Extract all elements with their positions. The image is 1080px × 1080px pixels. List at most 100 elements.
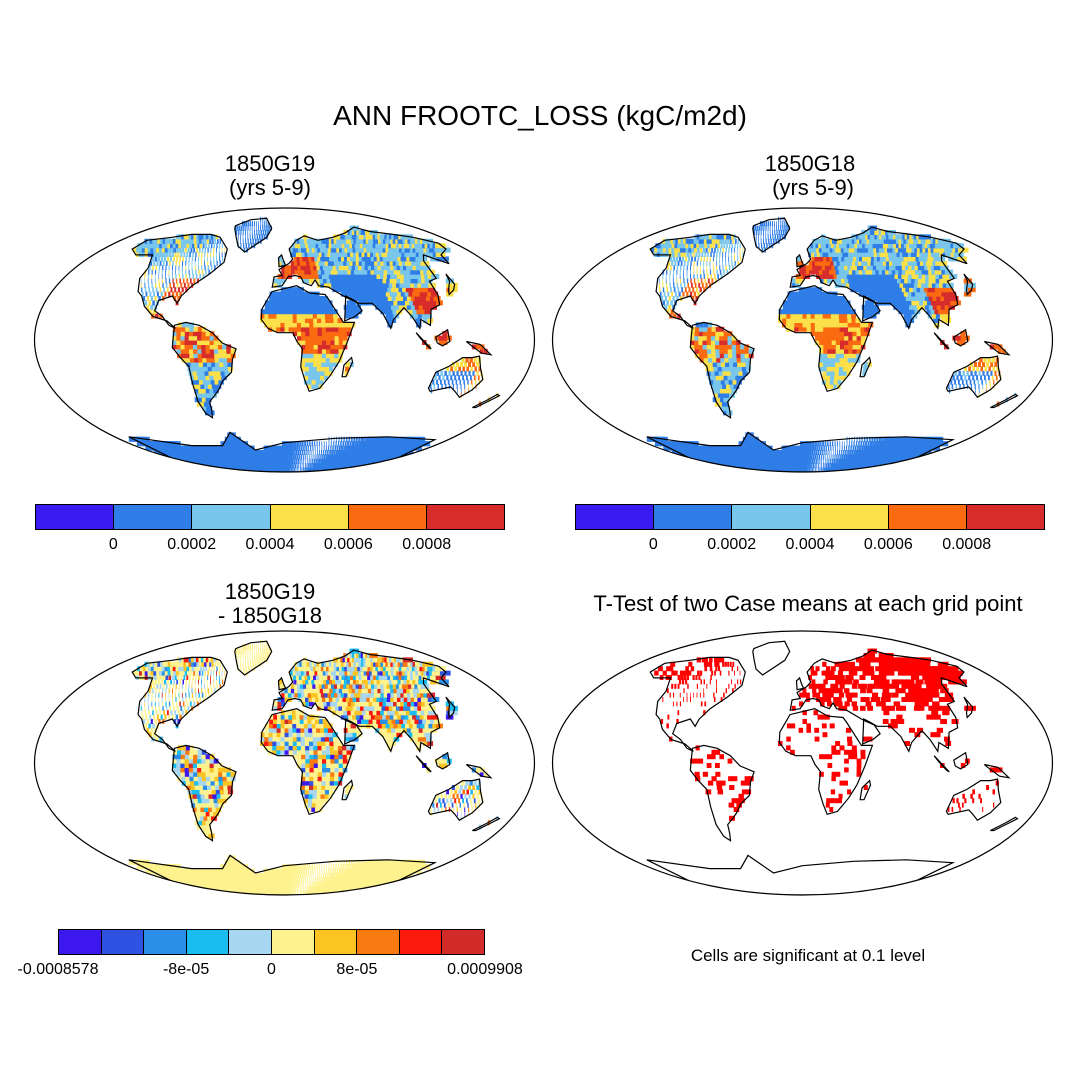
grid-cell [256,225,257,231]
grid-cell [804,450,808,455]
grid-cell [216,243,218,249]
grid-cell [729,384,736,389]
grid-cell [383,296,391,301]
grid-cell [715,348,721,354]
grid-cell [375,445,381,451]
grid-cell [849,282,855,288]
grid-cell [260,313,265,319]
grid-cell [332,458,336,464]
grid-cell [377,300,384,306]
grid-cell [792,454,796,460]
grid-cell [180,282,183,288]
grid-cell [947,384,950,389]
grid-cell [294,265,299,271]
grid-cell [355,467,363,472]
grid-cell [677,260,680,266]
grid-cell [172,265,173,271]
grid-cell [280,287,286,293]
grid-cell [802,287,807,293]
grid-cell [895,463,904,469]
grid-cell [718,384,725,389]
grid-cell [714,370,721,376]
grid-cell [344,441,347,447]
map-panel-1850g18 [551,207,1054,473]
grid-cell [191,243,195,249]
grid-cell [455,362,459,367]
grid-cell [363,291,370,297]
grid-cell [191,265,193,271]
grid-cell [185,353,191,359]
grid-cell [388,309,395,315]
grid-cell [800,441,804,447]
grid-cell [686,274,688,279]
grid-cell [455,379,458,385]
grid-cell [716,260,717,266]
grid-cell [824,260,829,266]
grid-cell [306,247,311,253]
grid-cell [698,344,704,350]
grid-cell [701,252,704,257]
grid-cell [826,375,831,381]
grid-cell [863,274,870,279]
grid-cell [355,304,361,310]
grid-cell [923,436,928,442]
grid-cell [672,238,678,244]
grid-cell [866,265,873,271]
grid-cell [148,265,151,271]
grid-cell [172,326,178,332]
grid-cell [332,274,338,279]
grid-cell [153,260,156,266]
grid-cell [846,445,848,451]
grid-cell [672,296,675,301]
grid-cell [186,243,190,249]
grid-cell [386,318,392,323]
grid-cell [832,463,835,469]
grid-cell [284,269,289,275]
grid-cell [213,375,219,381]
grid-cell [432,379,435,385]
grid-cell [880,445,885,451]
grid-cell [814,238,819,244]
grid-cell [915,436,920,442]
grid-cell [691,296,695,301]
grid-cell [332,445,334,451]
grid-cell [853,441,855,447]
grid-cell [861,436,863,442]
grid-cell [946,300,954,306]
grid-cell [735,375,741,381]
grid-cell [385,291,393,297]
grid-cell [281,269,286,275]
grid-cell [345,450,349,455]
grid-cell [201,252,203,257]
grid-cell [353,436,356,442]
grid-cell [707,278,710,284]
grid-cell [375,278,383,284]
grid-cell [292,304,298,310]
grid-cell [276,300,282,306]
grid-cell [321,318,327,323]
grid-cell [870,291,876,297]
grid-cell [308,454,310,460]
grid-cell [297,450,300,455]
grid-cell [334,348,339,354]
grid-cell [344,269,350,275]
grid-cell [826,313,832,319]
grid-cell [371,445,376,451]
grid-cell [272,445,277,451]
grid-cell [201,353,207,359]
grid-cell [676,269,678,275]
grid-cell [423,318,429,323]
grid-cell [346,326,352,332]
grid-cell [839,353,845,359]
grid-cell [388,441,394,447]
grid-cell [881,282,888,288]
grid-cell [262,225,264,231]
grid-cell [349,445,353,451]
grid-cell [866,436,868,442]
grid-cell [281,260,286,266]
grid-cell [317,463,320,469]
grid-cell [716,234,720,240]
grid-cell [278,256,283,262]
grid-cell [213,344,219,350]
grid-cell [829,463,831,469]
